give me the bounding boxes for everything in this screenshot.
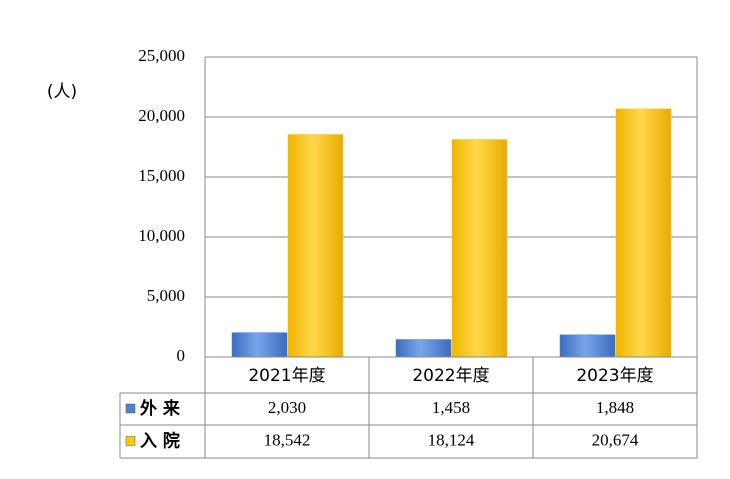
y-tick-label: 10,000	[138, 226, 185, 245]
table-value: 2,030	[268, 398, 306, 417]
table-value: 18,124	[428, 430, 475, 449]
y-axis-label: (人)	[47, 82, 77, 102]
y-tick-label: 20,000	[138, 106, 185, 125]
table-value: 1,458	[432, 398, 470, 417]
x-tick-label: 2022年度	[412, 366, 489, 386]
legend-swatch	[125, 403, 136, 414]
bar	[615, 108, 672, 358]
bar	[287, 134, 344, 358]
bar	[231, 332, 288, 358]
y-tick-label: 25,000	[138, 46, 185, 65]
y-tick-label: 0	[177, 346, 186, 365]
y-tick-label: 5,000	[147, 286, 185, 305]
bar	[451, 139, 508, 358]
table-value: 1,848	[596, 398, 634, 417]
legend-label: 入 院	[140, 431, 180, 452]
x-tick-label: 2023年度	[576, 366, 653, 386]
y-tick-label: 15,000	[138, 166, 185, 185]
x-tick-label: 2021年度	[248, 366, 325, 386]
bar	[559, 334, 616, 358]
bar	[395, 339, 452, 358]
table-value: 20,674	[592, 430, 639, 449]
table-value: 18,542	[264, 430, 311, 449]
legend-swatch	[125, 436, 136, 446]
legend-label: 外 来	[140, 398, 181, 419]
